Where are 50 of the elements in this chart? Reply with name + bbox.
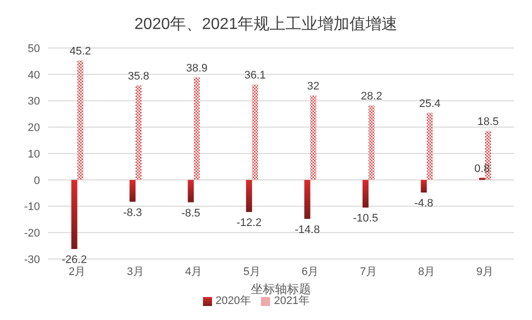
data-label: 35.8: [128, 70, 150, 82]
bar: [362, 180, 369, 208]
bar: [304, 180, 310, 219]
bar: [252, 84, 258, 180]
legend-label: 2020年: [216, 295, 251, 307]
bar: [71, 180, 78, 249]
y-tick-label: 20: [28, 122, 40, 134]
y-tick-label: 50: [28, 42, 40, 55]
data-label: -12.2: [236, 217, 262, 230]
bar: [194, 77, 200, 180]
x-tick-label: 5月: [243, 266, 260, 278]
chart-title: 2020年、2021年规上工业增加值增速: [133, 14, 399, 35]
data-label: -8.5: [181, 207, 200, 220]
data-label: -8.3: [123, 206, 142, 219]
bar: [246, 180, 252, 212]
data-label: 25.4: [419, 98, 441, 110]
x-tick-label: 9月: [476, 266, 494, 278]
bar: [188, 180, 194, 202]
y-tick-label: 10: [28, 148, 40, 160]
data-label: 18.5: [477, 116, 499, 128]
legend-label: 2021年: [274, 295, 310, 307]
x-tick-label: 4月: [185, 266, 202, 278]
bar: [136, 85, 142, 180]
y-tick-label: 0: [34, 174, 40, 187]
data-label: 38.9: [186, 62, 208, 74]
bar: [420, 180, 427, 193]
x-tick-label: 8月: [418, 266, 436, 278]
data-label: 36.1: [244, 70, 266, 82]
y-tick-label: 40: [28, 69, 40, 82]
x-axis-title: 坐标轴标题: [251, 282, 311, 296]
y-tick-label: -10: [24, 201, 40, 214]
bar: [368, 106, 375, 180]
y-tick-label: -30: [24, 254, 40, 266]
data-label: -26.2: [62, 254, 87, 266]
x-tick-label: 3月: [126, 266, 144, 278]
x-tick-label: 6月: [302, 266, 319, 278]
data-label: 45.2: [70, 46, 92, 58]
bar: [130, 180, 136, 202]
data-label: -10.5: [353, 212, 378, 225]
data-label: -4.8: [414, 198, 434, 210]
bar: [310, 95, 316, 180]
bar: [77, 60, 84, 180]
data-label: 32: [307, 80, 320, 92]
x-tick-label: 2月: [68, 266, 86, 278]
y-tick-label: -20: [24, 228, 40, 240]
data-label: 28.2: [360, 90, 382, 102]
data-label: -14.8: [294, 224, 320, 236]
x-tick-label: 7月: [360, 266, 377, 278]
bar: [426, 112, 433, 180]
y-tick-label: 30: [28, 96, 40, 108]
